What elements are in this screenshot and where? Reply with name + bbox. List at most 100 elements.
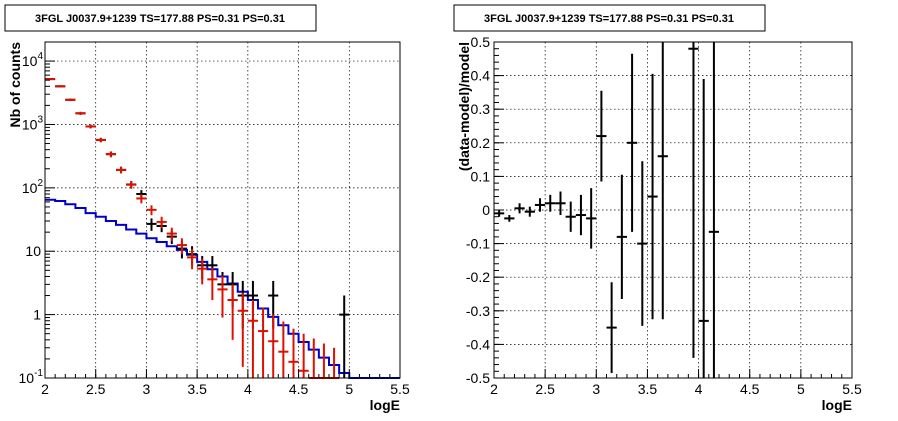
- counts-x-tick-label: 5.5: [390, 381, 410, 397]
- residuals-y-tick-label: 0.3: [471, 101, 491, 117]
- residuals-y-tick-label: -0.1: [466, 236, 490, 252]
- counts-series-1-point: [329, 347, 340, 379]
- counts-series-1-point: [258, 307, 269, 378]
- residuals-x-tick-label: 3.5: [638, 381, 658, 397]
- counts-plot-frame: [44, 41, 401, 379]
- counts-x-tick-label: 3: [143, 381, 151, 397]
- residuals-y-tick-label: 0.1: [471, 168, 491, 184]
- counts-grid: [45, 42, 400, 378]
- counts-series-1-point: [95, 137, 106, 143]
- residuals-x-tick-label: 5: [797, 381, 805, 397]
- counts-series-1-point: [278, 321, 289, 378]
- counts-title-box: [4, 4, 317, 32]
- residuals-grid: [494, 42, 852, 378]
- counts-y-tick-label: 1: [33, 307, 41, 323]
- residuals-series-0-point: [565, 201, 576, 232]
- residuals-series-0-point: [534, 198, 546, 212]
- counts-series-1-point: [187, 249, 198, 270]
- counts-series-1-point: [237, 292, 248, 367]
- residuals-series-0-point: [606, 282, 617, 373]
- residuals-series-0-point: [504, 215, 515, 222]
- counts-x-tick-label: 2.5: [86, 381, 106, 397]
- residuals-series-0-point: [626, 53, 638, 232]
- residuals-points: [494, 42, 720, 378]
- residuals-series-0-point: [647, 73, 658, 320]
- counts-series-1-point: [288, 328, 299, 378]
- residuals-series-0-point: [616, 174, 627, 300]
- counts-series-1-point: [318, 343, 329, 379]
- residuals-y-tick-label: -0.4: [466, 336, 490, 352]
- counts-series-1-point: [146, 205, 157, 216]
- counts-series-1-point: [217, 275, 228, 318]
- counts-series-1-point: [65, 98, 76, 101]
- counts-points: [45, 78, 350, 379]
- counts-series-1-point: [116, 166, 127, 174]
- counts-series-1-point: [176, 238, 187, 255]
- residuals-x-tick-label: 2: [490, 381, 498, 397]
- counts-series-1-point: [308, 338, 319, 379]
- counts-series-1-point: [247, 300, 258, 378]
- counts-y-tick-label: 10: [25, 243, 41, 259]
- residuals-series-0-point: [657, 42, 668, 320]
- residuals-series-0-point: [708, 42, 720, 378]
- residuals-series-0-point: [524, 206, 535, 217]
- counts-y-tick-label: 104: [22, 51, 44, 69]
- counts-series-1-point: [105, 151, 116, 158]
- residuals-title-box: [453, 4, 766, 32]
- counts-series-1-point: [136, 194, 147, 204]
- counts-series-0-point: [339, 295, 350, 378]
- counts-x-tick-label: 2: [41, 381, 49, 397]
- residuals-title: 3FGL J0037.9+1239 TS=177.88 PS=0.31 PS=0…: [484, 13, 734, 25]
- residuals-series-0-point: [575, 194, 587, 236]
- residuals-y-tick-label: -0.2: [466, 269, 490, 285]
- residuals-series-0-point: [555, 191, 566, 216]
- counts-y-tick-label: 10-1: [19, 368, 44, 386]
- residuals-x-tick-label: 4: [695, 381, 703, 397]
- counts-x-tick-label: 3.5: [187, 381, 207, 397]
- counts-x-label: logE: [370, 397, 400, 413]
- residuals-x-tick-label: 3: [592, 381, 600, 397]
- counts-x-tick-label: 5: [345, 381, 353, 397]
- residuals-x-label: logE: [822, 397, 852, 413]
- counts-series-1-point: [75, 111, 86, 115]
- residuals-y-tick-label: 0.4: [471, 68, 491, 84]
- residuals-y-tick-label: -0.3: [466, 303, 490, 319]
- counts-series-0-point: [146, 218, 157, 231]
- residuals-series-0-point: [545, 194, 556, 212]
- counts-panel: 3FGL J0037.9+1239 TS=177.88 PS=0.31 PS=0…: [4, 4, 410, 413]
- counts-series-1-point: [166, 227, 177, 242]
- counts-y-tick-label: 103: [22, 114, 44, 132]
- residuals-x-tick-label: 4.5: [740, 381, 760, 397]
- counts-series-1-point: [45, 78, 56, 81]
- residuals-x-tick-label: 2.5: [535, 381, 555, 397]
- residuals-y-tick-label: 0.5: [471, 34, 491, 50]
- counts-title: 3FGL J0037.9+1239 TS=177.88 PS=0.31 PS=0…: [35, 13, 285, 25]
- counts-series-1-point: [298, 333, 309, 378]
- counts-series-1-point: [85, 124, 96, 129]
- residuals-series-0-point: [688, 42, 699, 358]
- counts-y-label: Nb of counts: [7, 42, 23, 128]
- residuals-y-label: (data-model)/model: [456, 42, 472, 171]
- residuals-series-0-point: [586, 188, 597, 249]
- residuals-series-0-point: [494, 210, 505, 217]
- counts-axes: 2 2.5 3 3.5 4 4.5 5 5.5 10-1 1 10 102 103 104: [19, 51, 410, 397]
- counts-y-tick-label: 102: [22, 178, 44, 196]
- counts-series-1-point: [227, 284, 238, 340]
- counts-series-1-point: [268, 314, 279, 378]
- residuals-series-0-point: [637, 161, 648, 326]
- residuals-axes: 2 2.5 3 3.5 4 4.5 5 5.5 -0.5 -0.4 -0.3 -0.2 -0.1 0 0.1…: [466, 34, 862, 397]
- residuals-series-0-point: [514, 203, 525, 214]
- residuals-y-tick-label: 0.2: [471, 135, 491, 151]
- residuals-series-0-point: [698, 78, 709, 378]
- residuals-series-0-point: [596, 90, 607, 182]
- residuals-y-tick-label: 0: [482, 202, 490, 218]
- residuals-x-tick-label: 5.5: [842, 381, 862, 397]
- counts-x-tick-label: 4: [244, 381, 252, 397]
- residuals-y-tick-label: -0.5: [466, 370, 490, 386]
- counts-series-1-point: [156, 216, 167, 229]
- counts-series-1-point: [55, 85, 66, 88]
- residuals-panel: 3FGL J0037.9+1239 TS=177.88 PS=0.31 PS=0…: [453, 4, 862, 413]
- counts-series-1-point: [197, 258, 208, 285]
- counts-series-1-point: [207, 267, 218, 301]
